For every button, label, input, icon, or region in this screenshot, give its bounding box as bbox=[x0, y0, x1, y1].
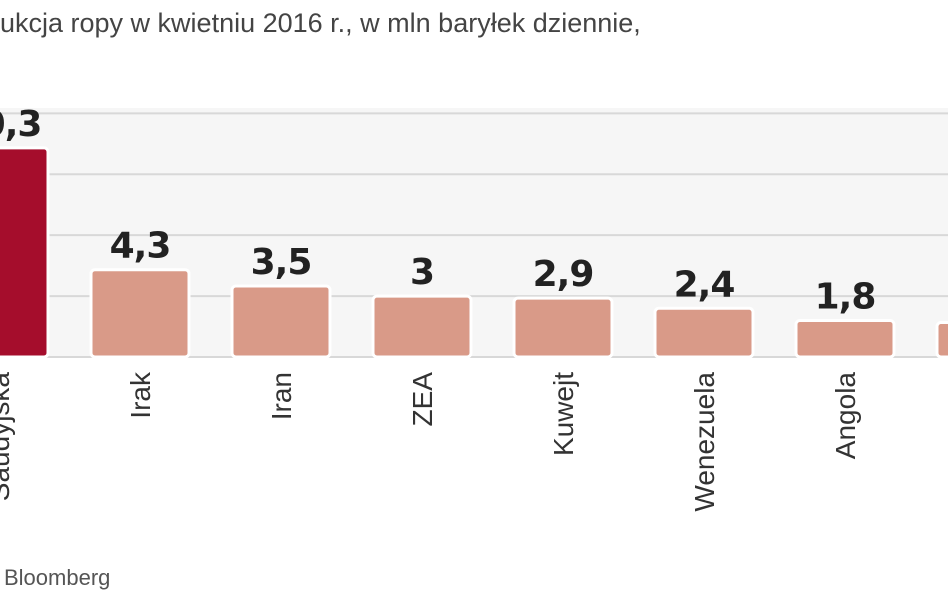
bar bbox=[371, 294, 473, 359]
bar bbox=[0, 146, 50, 359]
value-label: 10,3 bbox=[0, 104, 41, 145]
bar bbox=[794, 318, 896, 359]
bar bbox=[89, 268, 191, 359]
bar bbox=[653, 306, 755, 359]
value-label: 2,9 bbox=[533, 254, 594, 295]
bar bbox=[935, 320, 948, 359]
x-tick-label: ZEA bbox=[407, 372, 438, 427]
x-tick-label: Iran bbox=[266, 372, 297, 420]
x-tick-label: Saudyjska bbox=[0, 372, 15, 502]
bar bbox=[512, 296, 614, 359]
value-label: 2,4 bbox=[674, 264, 735, 305]
x-tick-label: Kuwejt bbox=[548, 372, 579, 456]
value-label: 3,5 bbox=[251, 242, 312, 283]
value-label: 3 bbox=[410, 252, 434, 293]
chart-title: lukcja ropy w kwietniu 2016 r., w mln ba… bbox=[0, 8, 641, 38]
x-tick-label: Angola bbox=[830, 372, 861, 460]
value-label: 4,3 bbox=[110, 226, 171, 267]
value-label: 1,8 bbox=[815, 276, 876, 317]
x-tick-label: Wenezuela bbox=[689, 372, 720, 512]
source: Bloomberg bbox=[4, 565, 110, 590]
x-tick-label: Irak bbox=[125, 371, 156, 419]
bar bbox=[230, 284, 332, 359]
